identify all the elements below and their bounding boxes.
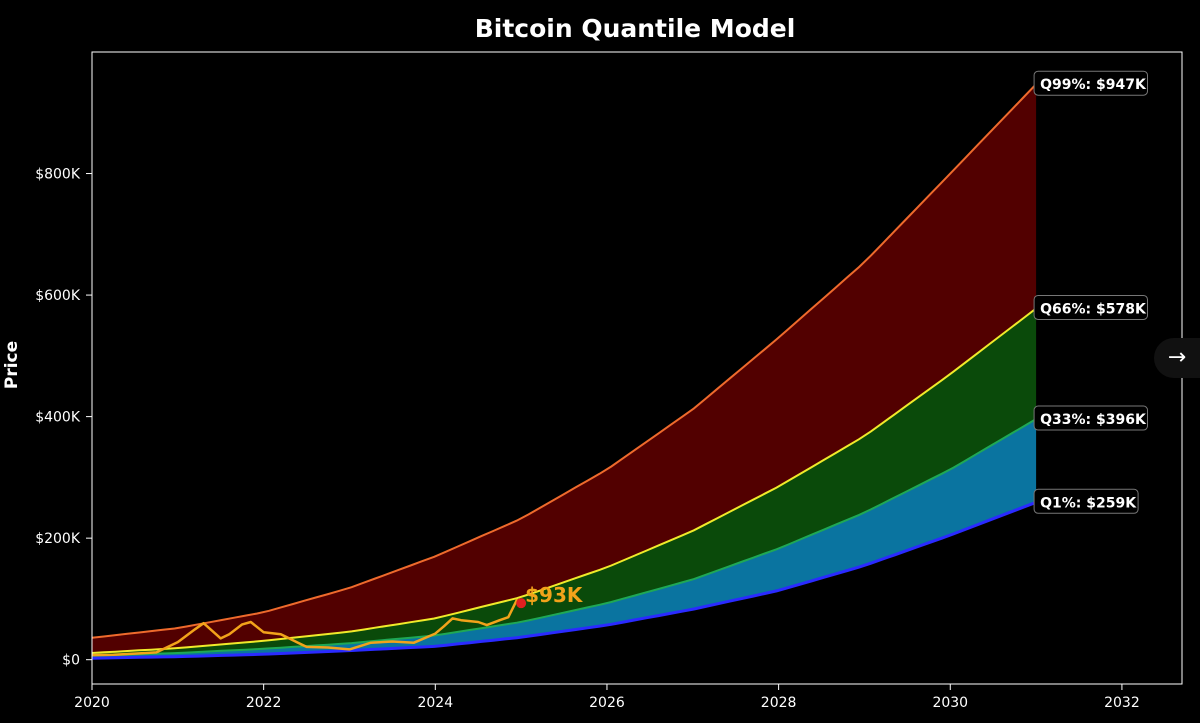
y-tick-label: $200K (35, 531, 81, 547)
end-label: Q99%: $947K (1040, 77, 1147, 93)
x-tick-label: 2028 (761, 695, 797, 711)
end-label-box-4 (1033, 488, 1139, 514)
chart-title: Bitcoin Quantile Model (474, 14, 796, 43)
current-price-marker (516, 598, 527, 609)
current-price-label: $93K (525, 583, 584, 607)
quantile-line-Q99 (91, 83, 1037, 639)
x-tick-label: 2030 (932, 695, 968, 711)
end-label: Q33%: $396K (1040, 412, 1147, 428)
y-tick-label: $0 (62, 653, 80, 669)
price-line (91, 598, 522, 657)
y-axis-label: Price (2, 340, 23, 390)
x-tick-label: 2026 (589, 695, 625, 711)
end-label-box-2 (1033, 294, 1148, 320)
quantile-line-Q66 (91, 307, 1037, 654)
y-tick-label: $600K (35, 288, 81, 304)
x-tick-label: 2020 (74, 695, 110, 711)
x-tick-label: 2022 (246, 695, 282, 711)
x-tick-label: 2032 (1104, 695, 1140, 711)
end-label-box-3 (1033, 405, 1148, 431)
x-tick-label: 2024 (417, 695, 453, 711)
end-label: Q1%: $259K (1040, 495, 1137, 511)
y-tick-label: $400K (35, 410, 81, 426)
end-label: Q66%: $578K (1040, 301, 1147, 317)
band-2 (92, 308, 1037, 656)
end-label-box-1 (1033, 70, 1148, 96)
arrow-right-icon[interactable]: → (1154, 338, 1200, 378)
quantile-line-Q1 (91, 500, 1037, 660)
quantile-line-Q33 (91, 418, 1037, 657)
y-tick-label: $800K (35, 167, 81, 183)
band-1 (92, 84, 1037, 653)
band-3 (92, 419, 1037, 659)
